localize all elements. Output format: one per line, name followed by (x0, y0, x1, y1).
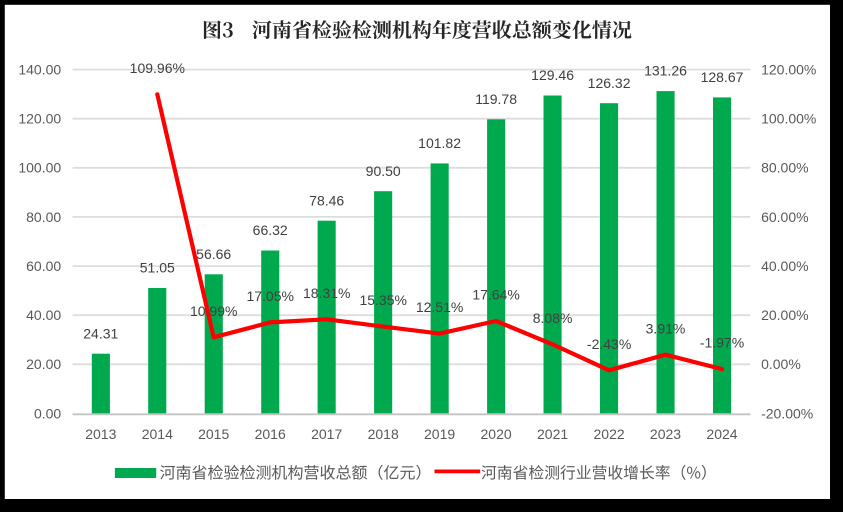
svg-text:120.00: 120.00 (18, 111, 61, 127)
svg-text:100.00%: 100.00% (761, 111, 816, 127)
svg-text:-20.00%: -20.00% (761, 405, 813, 421)
svg-text:60.00: 60.00 (26, 258, 61, 274)
svg-text:0.00: 0.00 (34, 405, 61, 421)
svg-text:40.00: 40.00 (26, 307, 61, 323)
svg-text:109.96%: 109.96% (130, 60, 185, 76)
svg-text:24.31: 24.31 (83, 325, 118, 341)
svg-text:-1.97%: -1.97% (700, 335, 744, 351)
svg-text:17.05%: 17.05% (246, 288, 293, 304)
svg-text:3.91%: 3.91% (646, 320, 686, 336)
svg-text:0.00%: 0.00% (761, 356, 801, 372)
svg-text:-2.43%: -2.43% (587, 336, 631, 352)
svg-text:100.00: 100.00 (18, 160, 61, 176)
svg-text:2013: 2013 (85, 426, 116, 442)
svg-text:60.00%: 60.00% (761, 209, 808, 225)
svg-text:2020: 2020 (481, 426, 512, 442)
svg-text:20.00: 20.00 (26, 356, 61, 372)
svg-text:18.31%: 18.31% (303, 285, 350, 301)
svg-text:2019: 2019 (424, 426, 455, 442)
svg-text:8.08%: 8.08% (533, 310, 573, 326)
svg-text:2024: 2024 (706, 426, 737, 442)
svg-text:131.26: 131.26 (644, 63, 687, 79)
svg-text:10.99%: 10.99% (190, 303, 237, 319)
svg-text:80.00: 80.00 (26, 209, 61, 225)
svg-text:12.51%: 12.51% (416, 299, 463, 315)
svg-text:15.35%: 15.35% (359, 292, 406, 308)
svg-text:2022: 2022 (594, 426, 625, 442)
svg-text:56.66: 56.66 (196, 246, 231, 262)
svg-text:119.78: 119.78 (475, 91, 517, 107)
svg-text:2021: 2021 (537, 426, 568, 442)
svg-text:66.32: 66.32 (253, 222, 288, 238)
svg-text:2015: 2015 (198, 426, 229, 442)
svg-text:20.00%: 20.00% (761, 307, 808, 323)
svg-text:2014: 2014 (142, 426, 173, 442)
svg-text:51.05: 51.05 (140, 260, 175, 276)
svg-text:90.50: 90.50 (366, 163, 401, 179)
svg-text:2017: 2017 (311, 426, 342, 442)
svg-text:2023: 2023 (650, 426, 681, 442)
svg-text:17.64%: 17.64% (472, 287, 519, 303)
svg-text:101.82: 101.82 (418, 135, 461, 151)
svg-text:140.00: 140.00 (18, 62, 61, 78)
svg-text:2016: 2016 (255, 426, 286, 442)
svg-text:120.00%: 120.00% (761, 62, 816, 78)
svg-text:80.00%: 80.00% (761, 160, 808, 176)
svg-text:2018: 2018 (368, 426, 399, 442)
svg-text:128.67: 128.67 (701, 69, 744, 85)
svg-text:78.46: 78.46 (309, 192, 344, 208)
svg-text:129.46: 129.46 (531, 67, 574, 83)
svg-text:126.32: 126.32 (588, 75, 631, 91)
svg-text:40.00%: 40.00% (761, 258, 808, 274)
